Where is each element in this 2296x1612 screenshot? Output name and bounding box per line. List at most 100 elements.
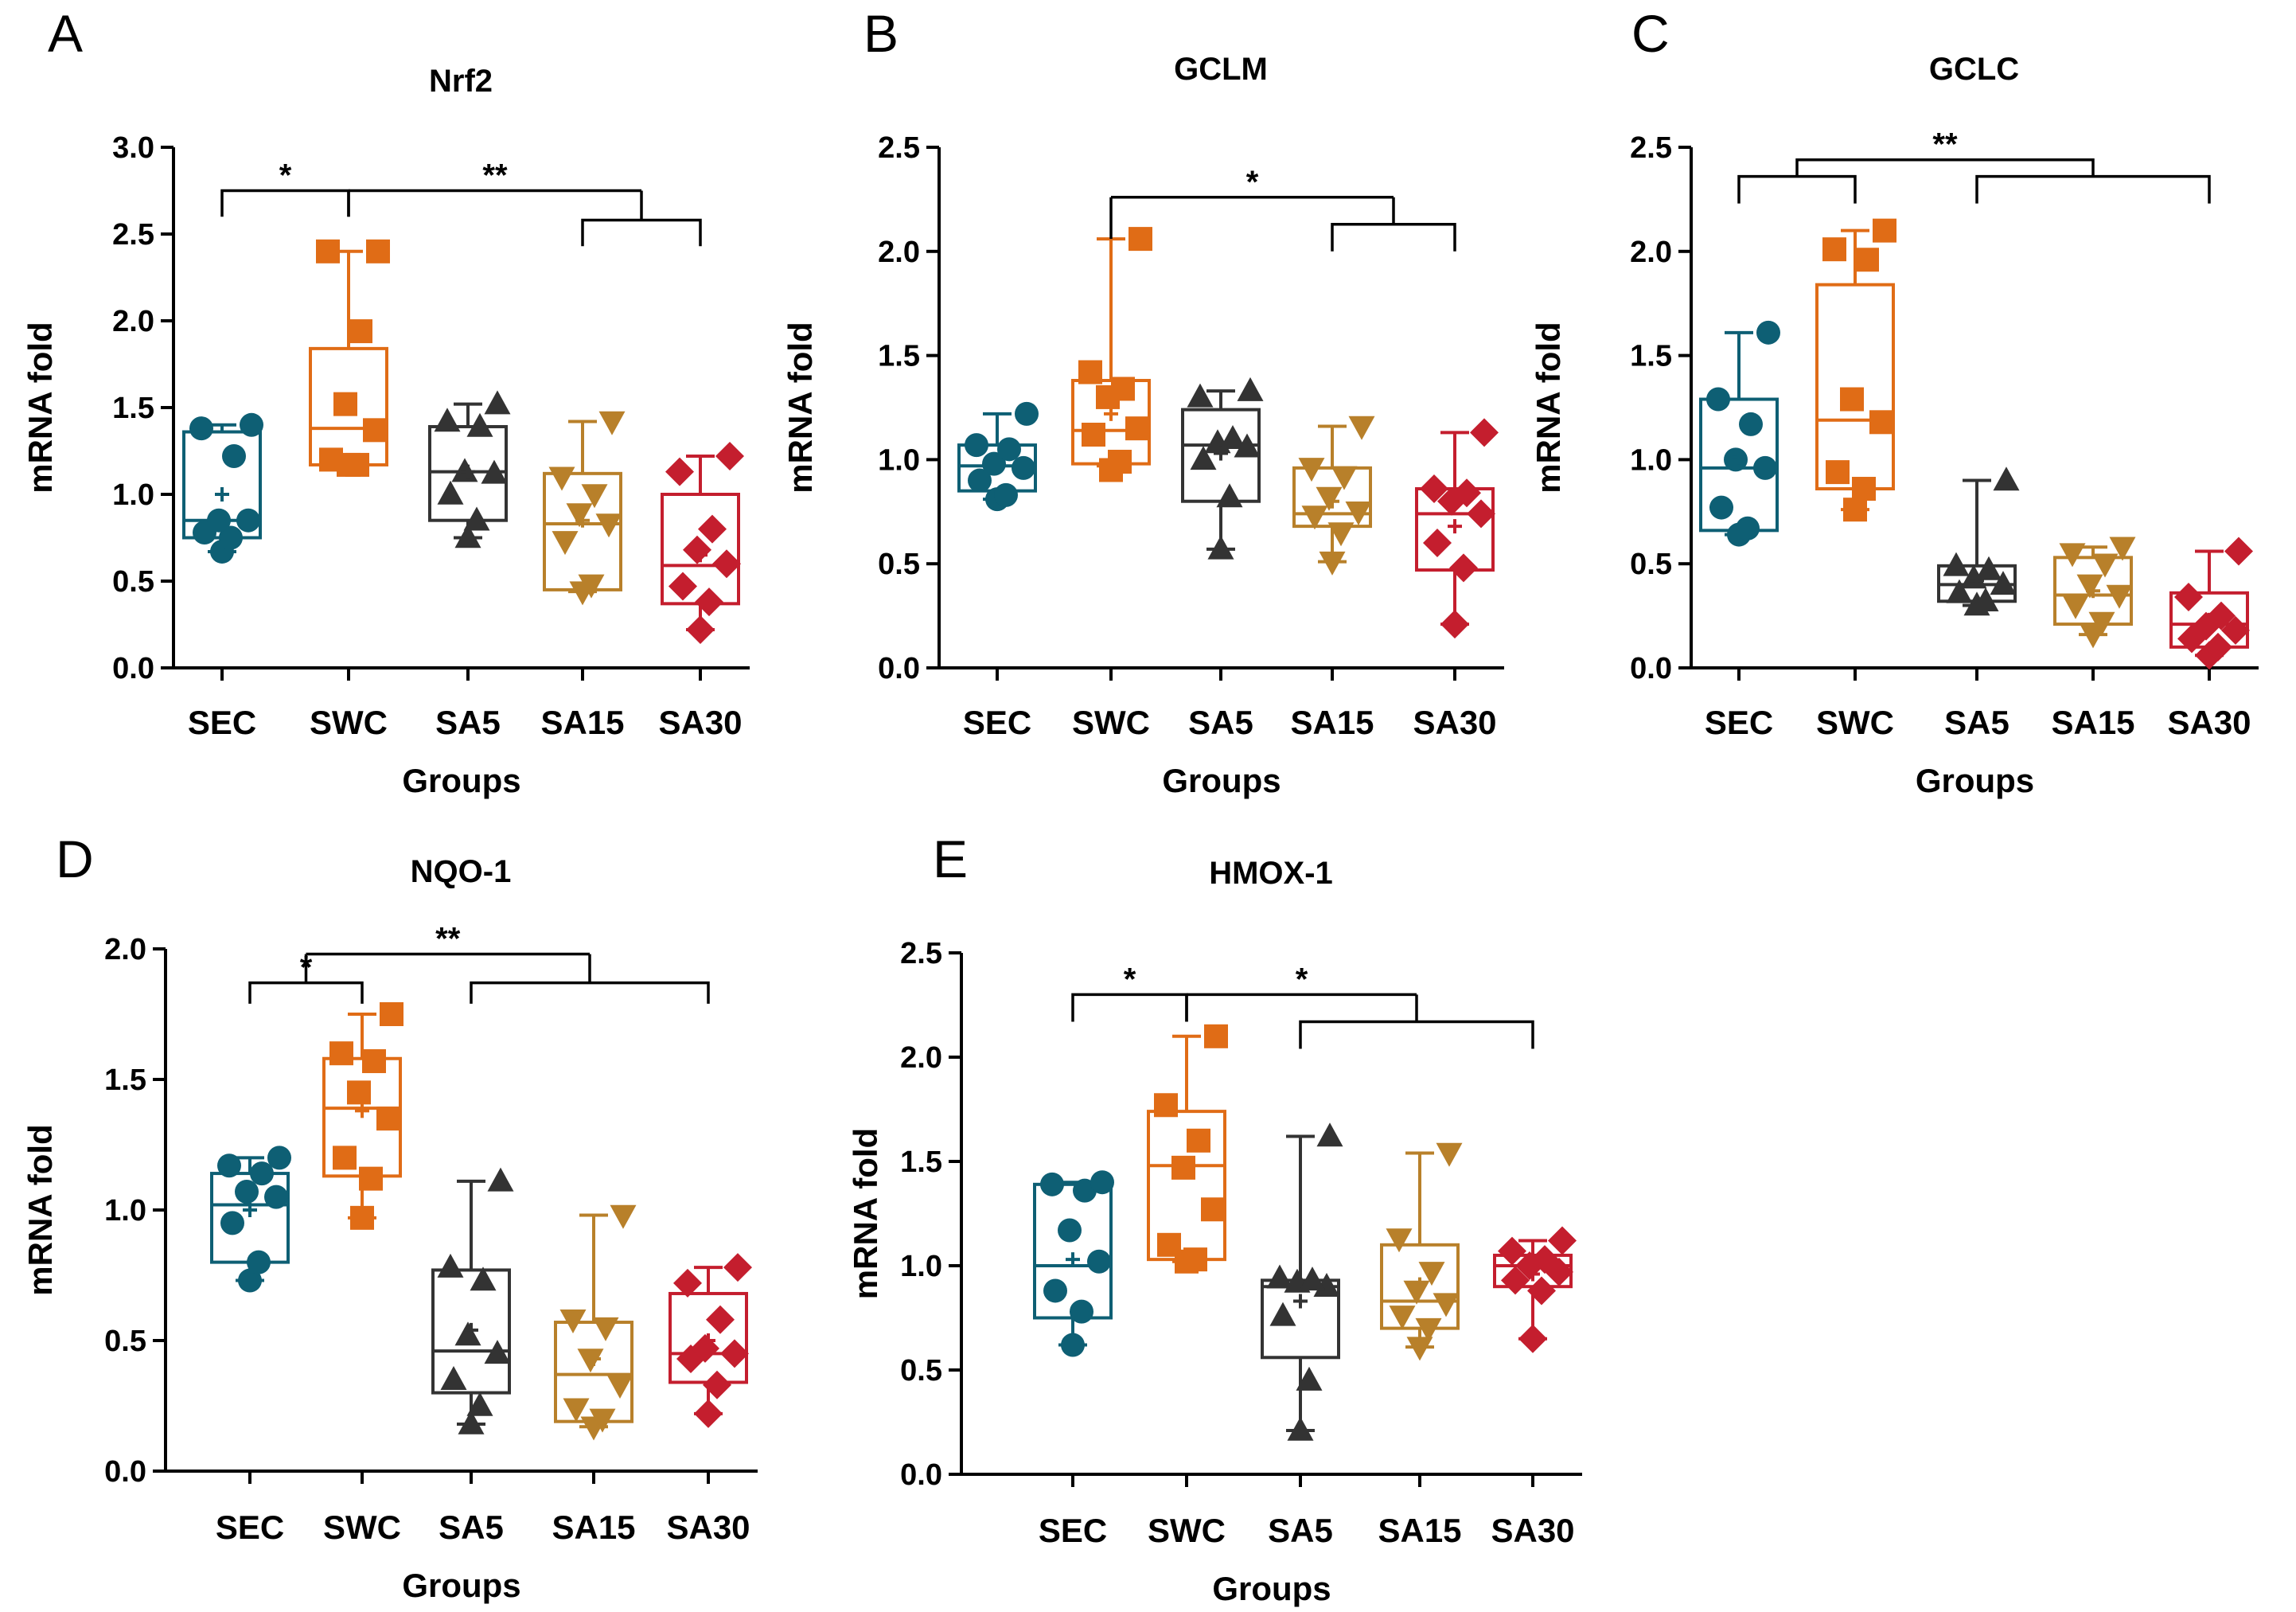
data-point bbox=[595, 513, 622, 538]
data-point bbox=[578, 574, 605, 599]
data-point bbox=[577, 1349, 604, 1373]
y-tick-label: 2.0 bbox=[1630, 236, 1672, 269]
data-point bbox=[1316, 1122, 1343, 1147]
data-point bbox=[2062, 595, 2089, 619]
data-point bbox=[1090, 1170, 1114, 1195]
data-point bbox=[238, 1268, 262, 1293]
data-point bbox=[362, 1049, 386, 1074]
data-point bbox=[451, 458, 478, 482]
panel-letter: B bbox=[863, 4, 899, 63]
data-point bbox=[1043, 1278, 1067, 1303]
data-point bbox=[965, 433, 988, 458]
data-point bbox=[235, 1180, 259, 1204]
data-point bbox=[1219, 424, 1246, 449]
data-point bbox=[458, 1410, 485, 1434]
y-tick-label: 0.0 bbox=[878, 652, 920, 685]
data-point bbox=[1187, 383, 1214, 408]
data-point bbox=[1420, 474, 1448, 504]
data-point bbox=[1301, 505, 1328, 530]
y-tick-label: 0.5 bbox=[112, 565, 154, 599]
iqr-box bbox=[2053, 556, 2133, 626]
significance-label: * bbox=[1296, 962, 1308, 997]
data-point bbox=[1299, 1267, 1326, 1291]
y-tick-label: 1.5 bbox=[112, 392, 154, 425]
data-point bbox=[349, 319, 372, 344]
data-point bbox=[440, 1365, 467, 1390]
data-point bbox=[333, 1146, 357, 1170]
data-point bbox=[454, 524, 481, 548]
panel-letter: A bbox=[48, 4, 83, 63]
data-point bbox=[376, 1107, 400, 1131]
data-point bbox=[1852, 477, 1876, 502]
data-point bbox=[1423, 529, 1452, 558]
data-point bbox=[1403, 1280, 1430, 1305]
data-point bbox=[1873, 218, 1896, 243]
bracket-line bbox=[220, 189, 350, 217]
data-point bbox=[350, 1205, 374, 1230]
data-point bbox=[1331, 466, 1358, 490]
data-point bbox=[1183, 1247, 1207, 1272]
data-point bbox=[994, 482, 1018, 507]
data-point bbox=[665, 457, 694, 486]
x-tick-label: SA30 bbox=[1413, 704, 1496, 741]
data-point bbox=[1822, 237, 1846, 262]
data-point bbox=[2091, 553, 2119, 578]
y-axis-title: mRNA fold bbox=[21, 322, 59, 493]
data-point bbox=[2207, 601, 2236, 630]
data-point bbox=[1706, 387, 1730, 412]
chart-title: GCLC bbox=[1929, 52, 2019, 87]
y-tick-label: 0.0 bbox=[1630, 652, 1672, 685]
y-tick-label: 2.0 bbox=[112, 305, 154, 338]
significance-bracket: ** bbox=[1737, 127, 2211, 204]
data-point bbox=[1040, 1172, 1064, 1196]
data-point bbox=[1111, 377, 1135, 401]
data-point bbox=[968, 468, 992, 493]
data-point bbox=[1470, 418, 1499, 447]
significance-bracket: * bbox=[1071, 962, 1188, 1022]
data-point bbox=[1946, 579, 1973, 603]
box-sa15 bbox=[1292, 416, 1375, 576]
box-swc bbox=[1147, 1024, 1228, 1274]
box-sa15 bbox=[554, 1204, 637, 1441]
significance-bracket: * bbox=[1185, 962, 1534, 1049]
panel-c: C GCLC 0.0 0.5 1.0 1.5 2.0 2.5 mRNA fold SEC SWC SA… bbox=[1530, 4, 2259, 799]
y-tick-label: 1.5 bbox=[104, 1064, 146, 1097]
data-point bbox=[1269, 1302, 1296, 1326]
box-swc bbox=[1815, 218, 1896, 522]
data-point bbox=[466, 412, 493, 437]
x-tick-label: SEC bbox=[1705, 704, 1773, 741]
data-point bbox=[2106, 584, 2133, 609]
data-point bbox=[1548, 1226, 1577, 1255]
significance-label: ** bbox=[1932, 127, 1958, 162]
data-point bbox=[347, 1080, 371, 1105]
x-tick-label: SA15 bbox=[540, 704, 624, 741]
iqr-box bbox=[1380, 1243, 1460, 1330]
iqr-box bbox=[428, 424, 508, 522]
data-point bbox=[1234, 433, 1261, 458]
data-point bbox=[1087, 1249, 1111, 1274]
data-point bbox=[2221, 615, 2250, 645]
x-tick-label: SEC bbox=[188, 704, 256, 741]
data-point bbox=[1449, 553, 1478, 583]
data-point bbox=[1855, 248, 1879, 272]
iqr-box bbox=[431, 1268, 511, 1395]
chart-title: NQO-1 bbox=[411, 854, 512, 889]
y-tick-label: 0.5 bbox=[900, 1354, 942, 1388]
data-point bbox=[1061, 1333, 1085, 1357]
significance-label: * bbox=[1124, 962, 1136, 997]
y-tick-label: 2.0 bbox=[878, 236, 920, 269]
data-point bbox=[220, 1211, 244, 1235]
data-point bbox=[1266, 1264, 1293, 1289]
data-point bbox=[1960, 564, 1987, 589]
box-sec bbox=[1033, 1170, 1114, 1357]
data-point bbox=[2076, 574, 2103, 599]
box-sa30 bbox=[661, 442, 744, 645]
box-sa15 bbox=[543, 411, 626, 606]
bracket-line bbox=[581, 218, 702, 247]
box-swc bbox=[322, 1002, 403, 1230]
data-point bbox=[217, 1153, 241, 1178]
data-point bbox=[1108, 450, 1132, 474]
data-point bbox=[723, 1253, 752, 1282]
x-tick-label: SA30 bbox=[1491, 1512, 1574, 1549]
data-point bbox=[2109, 537, 2136, 561]
